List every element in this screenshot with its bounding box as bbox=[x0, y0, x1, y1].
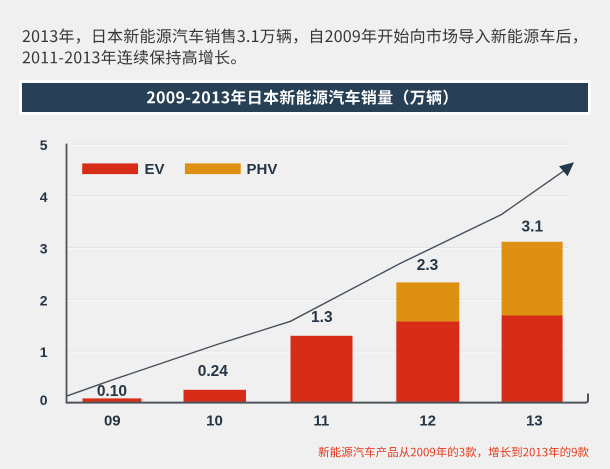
svg-text:0: 0 bbox=[40, 392, 48, 408]
svg-text:13: 13 bbox=[526, 412, 543, 429]
svg-text:4: 4 bbox=[40, 189, 48, 205]
svg-text:2.3: 2.3 bbox=[417, 257, 439, 274]
svg-text:EV: EV bbox=[145, 161, 165, 178]
svg-text:09: 09 bbox=[104, 412, 121, 429]
svg-text:3: 3 bbox=[40, 241, 48, 257]
svg-text:2: 2 bbox=[40, 292, 48, 308]
svg-text:3.1: 3.1 bbox=[522, 219, 544, 236]
svg-text:11: 11 bbox=[313, 412, 329, 429]
svg-text:1: 1 bbox=[40, 344, 48, 360]
svg-text:10: 10 bbox=[206, 412, 223, 429]
svg-text:0.24: 0.24 bbox=[198, 363, 229, 380]
svg-text:0.10: 0.10 bbox=[97, 383, 127, 400]
svg-text:5: 5 bbox=[40, 137, 48, 153]
svg-text:1.3: 1.3 bbox=[311, 309, 333, 326]
svg-text:PHV: PHV bbox=[247, 161, 278, 178]
svg-text:12: 12 bbox=[419, 412, 436, 429]
